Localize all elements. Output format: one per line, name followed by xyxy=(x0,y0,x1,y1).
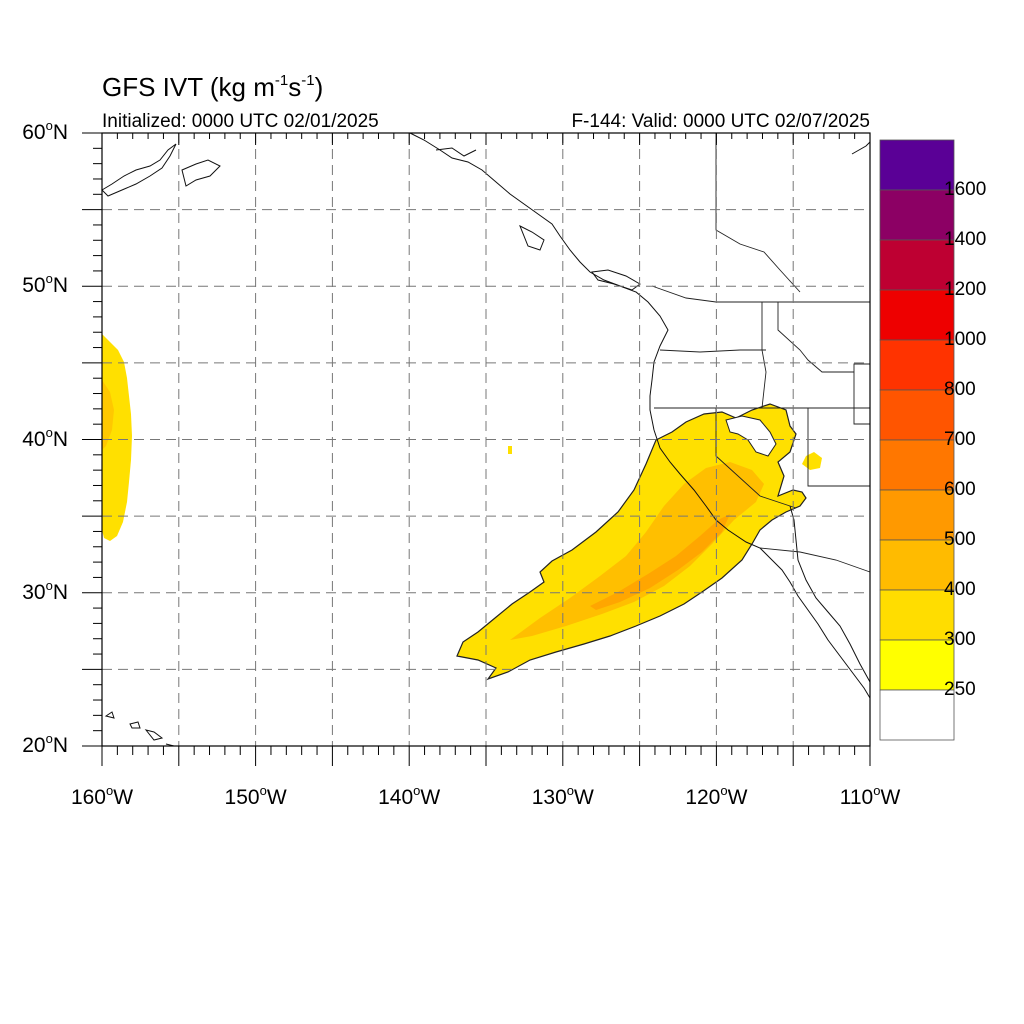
utah-arizona-border xyxy=(807,408,870,487)
colorbar-label: 400 xyxy=(944,579,976,600)
latitude-label: 20oN xyxy=(22,731,68,757)
se-alaska-coast xyxy=(435,141,871,157)
wyoming-box xyxy=(853,363,871,425)
latitude-label: 60oN xyxy=(22,118,68,144)
colorbar-label: 700 xyxy=(944,429,976,450)
colorbar-label: 600 xyxy=(944,479,976,500)
ivt-plume-west-core xyxy=(102,380,114,450)
ivt-river-inner xyxy=(510,462,764,640)
idaho-border xyxy=(761,302,767,409)
longitude-label: 120oW xyxy=(685,783,748,809)
map-frame xyxy=(101,132,871,747)
longitude-label: 160oW xyxy=(70,783,134,809)
canadian-provinces xyxy=(715,133,801,293)
colorbar-swatch xyxy=(879,239,955,291)
longitude-label: 130oW xyxy=(531,783,594,809)
nevada-border xyxy=(715,408,797,509)
colorbar-label: 500 xyxy=(944,529,976,550)
gulf-of-alaska-coast xyxy=(409,132,669,431)
plot-title: GFS IVT (kg m-1s-1) xyxy=(102,72,324,102)
latitude-label: 50oN xyxy=(22,271,68,298)
colorbar-label: 300 xyxy=(944,629,976,650)
ivt-plume-west xyxy=(102,334,132,541)
washington-oregon-border xyxy=(659,349,766,353)
colorbar-swatch xyxy=(879,339,955,391)
colorbar-swatch xyxy=(879,639,955,691)
hawaii-islands xyxy=(104,711,175,747)
bc-islands xyxy=(181,159,641,291)
us-mexico-border xyxy=(759,547,871,573)
colorbar-label: 1600 xyxy=(944,179,987,200)
colorbar-swatch xyxy=(879,139,955,191)
coastlines xyxy=(101,132,871,747)
colorbar-swatch xyxy=(879,539,955,591)
latitude-label: 40oN xyxy=(22,424,68,451)
colorbar-label: 1000 xyxy=(944,329,987,350)
colorbar-swatch xyxy=(879,689,955,741)
ivt-small-cell-3 xyxy=(766,500,774,506)
ivt-shading xyxy=(102,334,822,681)
colorbar-swatch xyxy=(879,439,955,491)
west-coast xyxy=(653,429,871,699)
ivt-cutout-hole xyxy=(725,415,777,457)
colorbar-swatch xyxy=(879,389,955,441)
colorbar-label: 800 xyxy=(944,379,976,400)
colorbar-swatch xyxy=(879,489,955,541)
colorbar-label: 1400 xyxy=(944,229,987,250)
longitude-label: 110oW xyxy=(839,783,901,809)
latitude-label: 30oN xyxy=(22,577,68,604)
ivt-small-cell-1 xyxy=(802,452,822,470)
colorbar-swatch xyxy=(879,189,955,241)
canada-us-border xyxy=(651,285,870,303)
axis-ticks xyxy=(82,132,871,766)
montana-border xyxy=(777,302,854,373)
longitude-label: 140oW xyxy=(378,783,441,809)
ivt-small-cell-2 xyxy=(508,446,512,454)
initialized-time: Initialized: 0000 UTC 02/01/2025 xyxy=(102,111,379,132)
colorbar-swatch xyxy=(879,589,955,641)
alaska-coast xyxy=(101,143,177,197)
longitude-label: 150oW xyxy=(224,783,287,809)
colorbar-swatch xyxy=(879,289,955,341)
colorbar-label: 1200 xyxy=(944,279,987,300)
colorbar xyxy=(879,139,955,741)
colorbar-label: 250 xyxy=(944,679,976,700)
graticule xyxy=(102,133,870,746)
baja-gulf-coast xyxy=(789,505,871,683)
valid-time: F-144: Valid: 0000 UTC 02/07/2025 xyxy=(571,111,870,132)
